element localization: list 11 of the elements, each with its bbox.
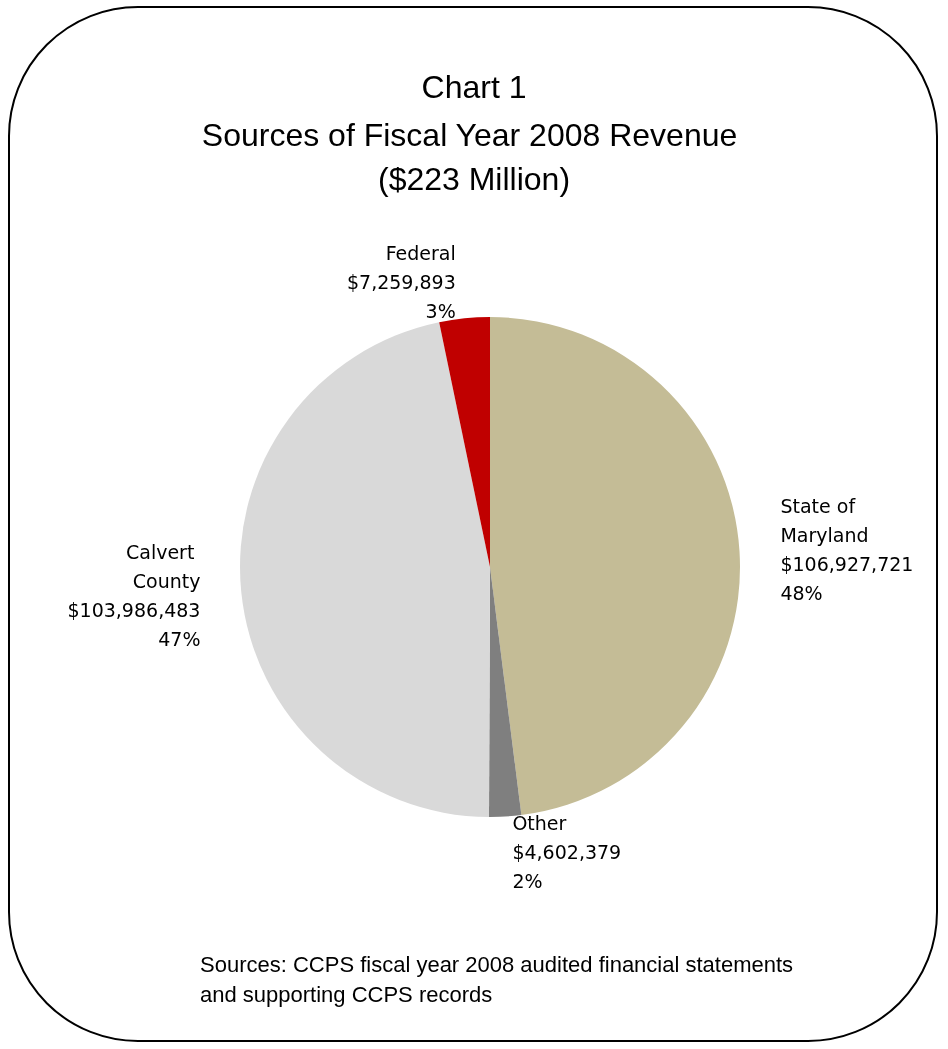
data-label: $4,602,379 2% — [512, 841, 622, 893]
data-label: $103,986,483 47% — [67, 599, 201, 651]
data-label: $106,927,721 48% — [780, 552, 914, 604]
chart-title: Chart 1 — [421, 69, 527, 105]
slice-label: State of Maryland — [780, 494, 869, 546]
chart-subtitle: Sources of Fiscal Year 2008 Revenue ($223 Million) — [201, 117, 747, 197]
data-label: $7,259,893 3% — [346, 271, 456, 323]
slice-label: Federal — [385, 242, 456, 265]
slice-label: Other — [512, 812, 567, 835]
slice-label: Calvert County — [126, 541, 201, 593]
source-note: Sources: CCPS fiscal year 2008 audited financial statements and supporting CCPS records — [200, 951, 795, 1009]
